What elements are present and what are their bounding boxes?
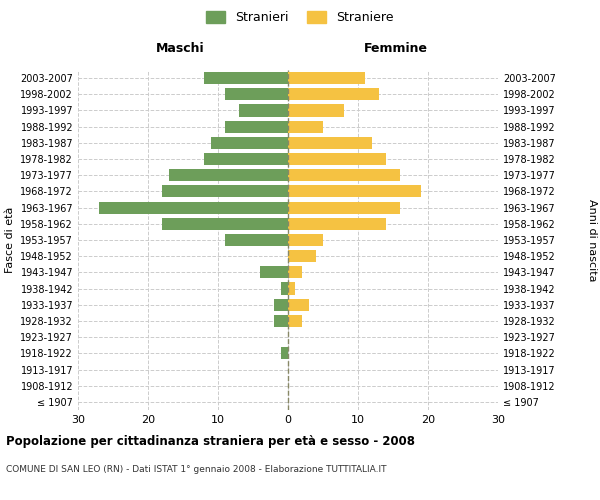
Bar — [288, 218, 386, 230]
Bar — [288, 72, 365, 84]
Y-axis label: Fasce di età: Fasce di età — [5, 207, 15, 273]
Bar — [288, 88, 379, 101]
Bar — [274, 315, 288, 327]
Bar — [204, 72, 288, 84]
Bar — [288, 120, 323, 132]
Bar — [288, 250, 316, 262]
Bar — [211, 137, 288, 149]
Bar — [288, 234, 323, 246]
Bar — [288, 298, 309, 311]
Bar — [204, 153, 288, 165]
Bar — [288, 282, 295, 294]
Bar — [169, 169, 288, 181]
Bar — [288, 137, 372, 149]
Bar — [274, 298, 288, 311]
Bar — [288, 186, 421, 198]
Bar — [281, 282, 288, 294]
Text: Maschi: Maschi — [155, 42, 205, 55]
Bar — [288, 202, 400, 213]
Bar — [239, 104, 288, 117]
Bar — [281, 348, 288, 360]
Legend: Stranieri, Straniere: Stranieri, Straniere — [202, 6, 398, 29]
Bar — [225, 88, 288, 101]
Bar — [162, 218, 288, 230]
Bar — [225, 234, 288, 246]
Text: Femmine: Femmine — [364, 42, 428, 55]
Text: Anni di nascita: Anni di nascita — [587, 198, 597, 281]
Bar — [99, 202, 288, 213]
Bar — [288, 169, 400, 181]
Text: COMUNE DI SAN LEO (RN) - Dati ISTAT 1° gennaio 2008 - Elaborazione TUTTITALIA.IT: COMUNE DI SAN LEO (RN) - Dati ISTAT 1° g… — [6, 465, 386, 474]
Bar — [288, 315, 302, 327]
Text: Popolazione per cittadinanza straniera per età e sesso - 2008: Popolazione per cittadinanza straniera p… — [6, 435, 415, 448]
Bar — [288, 266, 302, 278]
Bar — [288, 153, 386, 165]
Bar — [260, 266, 288, 278]
Bar — [225, 120, 288, 132]
Bar — [162, 186, 288, 198]
Bar — [288, 104, 344, 117]
